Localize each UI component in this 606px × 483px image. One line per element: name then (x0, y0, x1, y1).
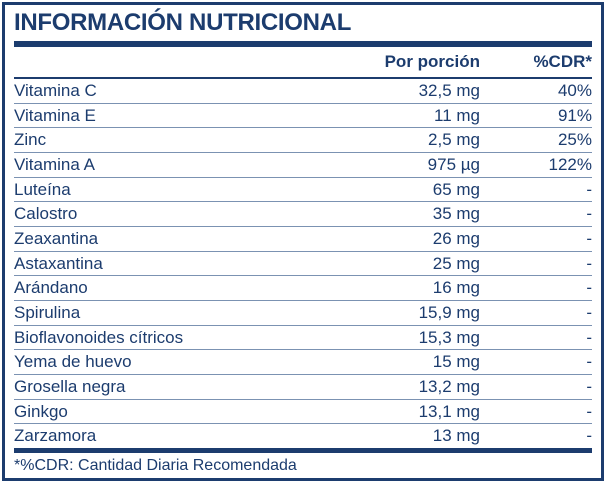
nutrient-name: Zinc (14, 130, 47, 150)
nutrient-value: 975 µg (427, 154, 480, 174)
nutrient-value: 11 mg (434, 105, 480, 125)
table-row: Calostro 35 mg - (14, 202, 592, 228)
nutrient-cdr: - (586, 352, 592, 372)
table-body: Vitamina C 32,5 mg 40% Vitamina E 11 mg … (14, 79, 592, 448)
nutrient-cdr: - (586, 278, 592, 298)
nutrient-name: Ginkgo (14, 401, 68, 421)
table-row: Bioflavonoides cítricos 15,3 mg - (14, 326, 592, 351)
nutrient-cdr: - (586, 401, 592, 421)
table-row: Zeaxantina 26 mg - (14, 227, 592, 252)
nutrient-value: 25 mg (432, 253, 480, 273)
nutrient-value: 32,5 mg (418, 80, 480, 100)
table-row: Spirulina 15,9 mg - (14, 301, 592, 326)
nutrient-cdr: 25% (557, 130, 592, 150)
nutrient-cdr: 91% (557, 105, 592, 125)
nutrient-value: 65 mg (432, 179, 480, 199)
header-per-serving: Por porción (384, 52, 480, 71)
nutrient-cdr: - (586, 376, 592, 396)
nutrient-cdr: - (586, 302, 592, 322)
table-row: Grosella negra 13,2 mg - (14, 375, 592, 400)
nutrient-name: Calostro (14, 204, 78, 224)
nutrient-value: 13,1 mg (418, 401, 480, 421)
nutrient-name: Spirulina (14, 302, 81, 322)
table-row: Vitamina E 11 mg 91% (14, 104, 592, 129)
table-row: Ginkgo 13,1 mg - (14, 400, 592, 425)
nutrient-name: Vitamina E (14, 105, 96, 125)
nutrient-value: 35 mg (432, 204, 480, 224)
nutrient-cdr: - (586, 204, 592, 224)
table-row: Yema de huevo 15 mg - (14, 350, 592, 376)
nutrient-name: Vitamina C (14, 80, 97, 100)
nutrient-cdr: 122% (548, 154, 592, 174)
table-row: Vitamina A 975 µg 122% (14, 153, 592, 178)
table-row: Vitamina C 32,5 mg 40% (14, 79, 592, 104)
title-divider-bar (14, 41, 592, 47)
nutrient-name: Yema de huevo (14, 352, 132, 372)
nutrient-value: 15,9 mg (418, 302, 480, 322)
nutrient-cdr: - (586, 327, 592, 347)
table-row: Astaxantina 25 mg - (14, 252, 592, 277)
nutrient-cdr: - (586, 253, 592, 273)
page-title: INFORMACIÓN NUTRICIONAL (14, 9, 352, 36)
table-row: Zarzamora 13 mg - (14, 424, 592, 448)
cdr-footnote: *%CDR: Cantidad Diaria Recomendada (14, 456, 297, 474)
table-row: Arándano 16 mg - (14, 276, 592, 302)
header-cdr-percent: %CDR* (533, 52, 592, 71)
footer-divider-bar (14, 448, 592, 453)
nutrient-cdr: - (586, 426, 592, 446)
nutrient-name: Astaxantina (14, 253, 103, 273)
nutrient-value: 15 mg (432, 352, 480, 372)
nutrient-cdr: 40% (557, 80, 592, 100)
nutrient-value: 13 mg (432, 426, 480, 446)
nutrient-value: 15,3 mg (418, 327, 480, 347)
nutrient-name: Zeaxantina (14, 228, 99, 248)
table-row: Zinc 2,5 mg 25% (14, 128, 592, 154)
nutrient-value: 16 mg (432, 278, 480, 298)
nutrient-name: Grosella negra (14, 376, 126, 396)
nutrient-name: Vitamina A (14, 154, 95, 174)
nutrient-name: Bioflavonoides cítricos (14, 327, 184, 347)
nutrient-value: 26 mg (432, 228, 480, 248)
nutrient-name: Zarzamora (14, 426, 97, 446)
nutrient-cdr: - (586, 228, 592, 248)
nutrient-value: 13,2 mg (418, 376, 480, 396)
table-row: Luteína 65 mg - (14, 178, 592, 203)
nutrient-value: 2,5 mg (428, 130, 480, 150)
nutrient-name: Luteína (14, 179, 71, 199)
table-header-row: Por porción %CDR* (14, 47, 592, 79)
nutrient-cdr: - (586, 179, 592, 199)
nutrient-name: Arándano (14, 278, 88, 298)
